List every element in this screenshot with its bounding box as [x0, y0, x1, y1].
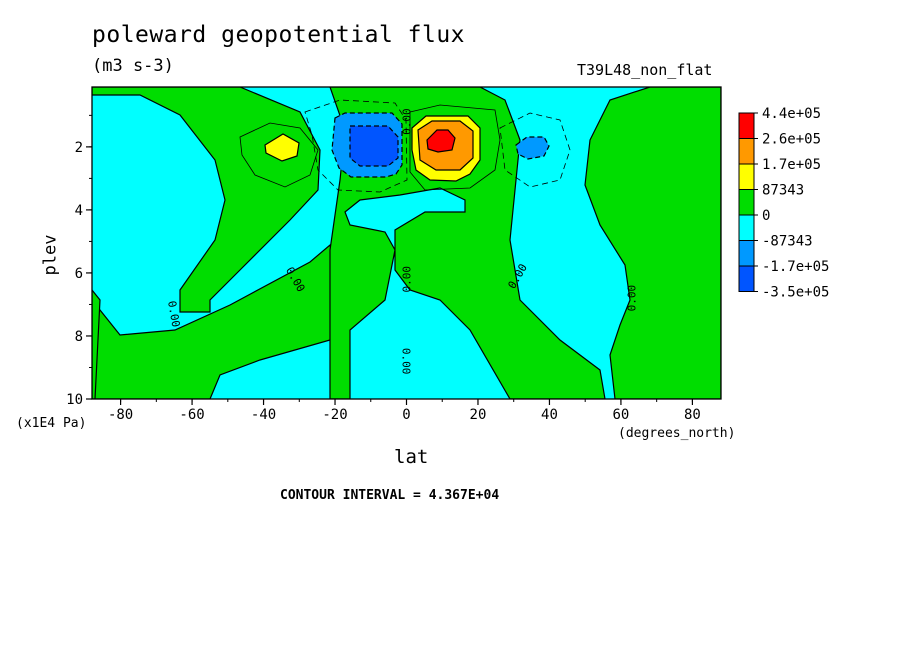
colorbar-swatch — [738, 214, 755, 241]
contour-label: 0.00 — [400, 348, 413, 375]
x-tick-label: -60 — [179, 407, 204, 423]
fill-positive-south — [92, 87, 321, 313]
y-tick-label: 10 — [66, 392, 83, 408]
chart-units: (m3 s-3) — [92, 56, 174, 76]
fill-negative-core-inner — [349, 125, 399, 167]
y-tick-label: 2 — [75, 140, 83, 156]
fill-yellow-south-max — [264, 133, 300, 162]
x-tick-label: 80 — [684, 407, 701, 423]
colorbar-label: 0 — [762, 208, 770, 224]
contour-dashed-outer — [304, 99, 408, 193]
colorbar-label: -1.7e+05 — [762, 259, 829, 275]
x-tick-label: 40 — [541, 407, 558, 423]
x-tick-label: -20 — [322, 407, 347, 423]
x-tick-label: 0 — [402, 407, 410, 423]
colorbar-swatch — [738, 189, 755, 216]
contour-interval-note: CONTOUR INTERVAL = 4.367E+04 — [280, 488, 500, 503]
contour-label: 0.00 — [401, 108, 414, 134]
y-axis-units: (x1E4 Pa) — [16, 416, 87, 431]
colorbar: 4.4e+05 2.6e+05 1.7e+05 87343 0 -87343 -1.7e+0… — [738, 106, 829, 301]
colorbar-swatch — [738, 265, 755, 292]
run-id: T39L48_non_flat — [577, 61, 713, 79]
colorbar-label: 2.6e+05 — [762, 132, 821, 148]
contour-solid-left — [239, 122, 319, 188]
x-axis-units: (degrees_north) — [618, 426, 736, 441]
x-tick-label: 60 — [613, 407, 630, 423]
colorbar-swatch — [738, 112, 755, 139]
x-tick-label: -80 — [108, 407, 133, 423]
chart-title: poleward geopotential flux — [92, 22, 466, 48]
y-tick-label: 8 — [75, 329, 83, 345]
contour-solid-center — [409, 104, 501, 191]
x-axis-label: lat — [394, 446, 429, 468]
x-tick-label: 20 — [470, 407, 487, 423]
fill-red-core — [426, 129, 456, 153]
colorbar-label: -87343 — [762, 234, 813, 250]
contour-label-layer: 0.000.00 0.000.000.000.000.00 — [165, 108, 639, 375]
colorbar-swatch — [738, 240, 755, 267]
colorbar-swatch — [738, 138, 755, 165]
fill-positive-north — [584, 87, 721, 399]
contour-dashed-right — [499, 112, 571, 188]
colorbar-label: 1.7e+05 — [762, 157, 821, 173]
colorbar-label: -3.5e+05 — [762, 285, 829, 301]
fill-positive-south-edge — [92, 289, 101, 399]
axes-layer: -80 -60 -40 -20 0 20 40 60 80 2 4 6 8 10 — [66, 114, 701, 423]
contour-label: 0.00 — [626, 285, 639, 312]
x-tick-label: -40 — [251, 407, 276, 423]
y-tick-label: 6 — [75, 266, 83, 282]
contour-fill-layer — [92, 87, 721, 399]
fill-blue-north-min — [515, 136, 550, 160]
colorbar-label: 4.4e+05 — [762, 106, 821, 122]
colorbar-swatch — [738, 163, 755, 190]
contour-label: 0.00 — [165, 300, 182, 328]
colorbar-label: 87343 — [762, 183, 804, 199]
y-tick-label: 4 — [75, 203, 83, 219]
contour-label: 0.00 — [401, 266, 414, 293]
